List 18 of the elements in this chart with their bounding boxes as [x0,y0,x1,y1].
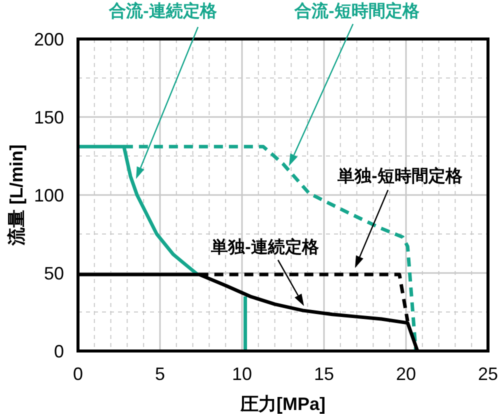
text: 合流-短時間定格 [294,1,420,20]
y-tick-label: 150 [34,107,64,128]
x-tick-label: 5 [154,364,166,384]
x-axis-title: 圧力[MPa] [240,394,326,414]
y-tick-label: 50 [44,263,64,284]
y-tick-label: 200 [34,29,64,50]
text: 合流-連続定格 [108,1,218,20]
y-axis-title: 流量 [L/min] [6,144,26,246]
annotation: 単独-連続定格 [210,237,320,256]
x-tick-label: 25 [478,364,498,384]
y-tick-label: 100 [34,185,64,206]
annotation: 単独-短時間定格 [336,166,464,186]
line-series [78,272,420,351]
y-tick-label: 0 [54,341,64,362]
x-tick-label: 20 [396,364,416,384]
x-tick-label: 10 [232,364,252,384]
x-tick-label: 0 [72,364,84,384]
x-tick-label: 15 [314,364,334,384]
